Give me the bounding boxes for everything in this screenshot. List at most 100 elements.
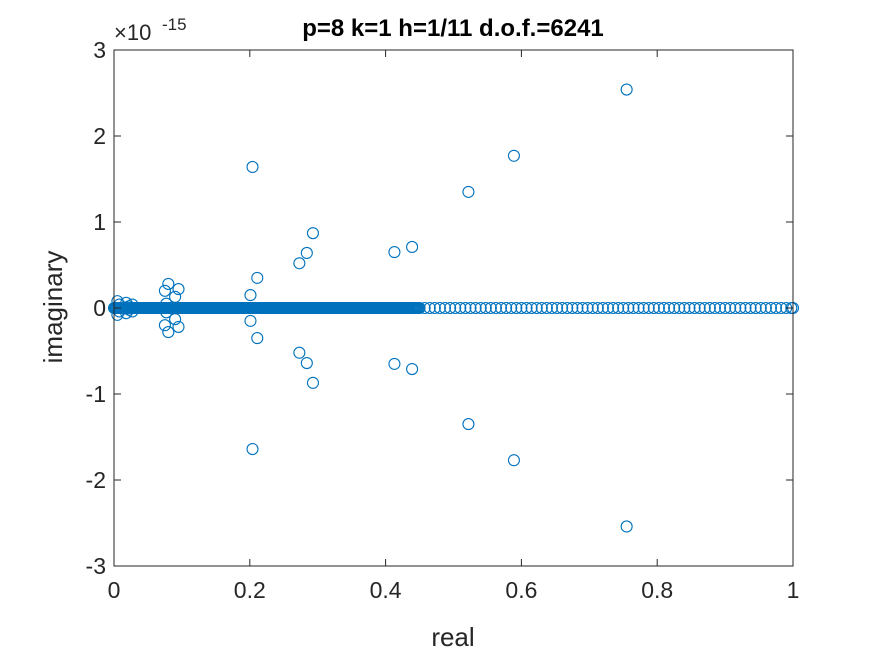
data-point <box>413 301 426 315</box>
data-point <box>627 301 640 315</box>
y-exponent-power: -15 <box>162 15 187 34</box>
data-point <box>769 301 783 315</box>
data-point <box>520 301 533 315</box>
data-point <box>739 301 752 315</box>
data-point <box>724 301 737 315</box>
data-point <box>474 301 487 315</box>
data-point <box>246 160 259 174</box>
data-point <box>388 246 401 259</box>
data-point <box>596 301 609 315</box>
data-point <box>647 301 660 315</box>
chart-title: p=8 k=1 h=1/11 d.o.f.=6241 <box>302 15 604 42</box>
data-point <box>464 301 477 315</box>
y-axis-label: imaginary <box>38 251 68 364</box>
data-point <box>507 454 520 467</box>
data-point <box>251 332 264 345</box>
y-tick-label: -2 <box>86 467 106 493</box>
x-tick-label: 0.4 <box>370 577 402 603</box>
data-point <box>601 301 615 315</box>
data-point <box>591 301 604 315</box>
data-point <box>500 301 513 315</box>
data-point <box>484 301 497 315</box>
data-point <box>515 301 528 315</box>
data-point <box>620 520 633 533</box>
data-point <box>729 301 742 315</box>
y-tick-label: -1 <box>86 381 106 407</box>
data-point <box>158 319 171 332</box>
data-point <box>759 301 772 315</box>
x-tick-label: 0.2 <box>234 577 266 603</box>
data-point <box>764 301 777 315</box>
data-point <box>683 301 696 315</box>
data-point <box>561 301 574 315</box>
data-point <box>306 376 319 389</box>
data-point <box>749 301 762 315</box>
data-point <box>162 326 175 339</box>
data-point <box>632 301 645 315</box>
data-point <box>550 301 564 315</box>
data-point <box>449 301 462 315</box>
data-point <box>734 301 747 315</box>
data-point <box>433 301 446 315</box>
data-point <box>571 301 584 315</box>
data-point <box>489 301 502 315</box>
data-point <box>530 301 543 315</box>
data-point <box>713 301 727 315</box>
x-tick-label: 0.6 <box>505 577 537 603</box>
data-point <box>423 301 436 315</box>
y-tick-label: 0 <box>93 295 106 321</box>
data-point <box>622 301 635 315</box>
data-point <box>507 149 520 162</box>
y-tick-label: 3 <box>93 37 106 63</box>
y-tick-label: 1 <box>93 209 106 235</box>
plot-area <box>107 83 800 533</box>
data-point <box>428 301 441 315</box>
data-point <box>459 301 472 315</box>
data-point <box>246 442 259 456</box>
data-point <box>545 301 559 315</box>
data-point <box>406 240 419 253</box>
data-point <box>293 346 306 359</box>
data-point <box>510 301 523 315</box>
data-point <box>719 301 732 315</box>
data-point <box>607 301 620 315</box>
data-point <box>244 289 257 302</box>
data-point <box>581 301 594 315</box>
data-point <box>668 301 681 315</box>
data-point <box>535 301 548 315</box>
data-point <box>293 257 306 270</box>
data-point <box>678 301 691 315</box>
data-point <box>300 246 313 260</box>
data-point <box>251 271 264 284</box>
y-exponent-base: ×10 <box>114 20 151 45</box>
data-point <box>172 283 185 296</box>
data-point <box>576 301 589 315</box>
data-point <box>469 301 482 315</box>
data-point <box>462 418 475 431</box>
data-point <box>620 83 633 96</box>
x-tick-label: 1 <box>787 577 800 603</box>
data-point <box>388 357 401 370</box>
data-point <box>566 301 579 315</box>
y-tick-label: 2 <box>93 123 106 149</box>
data-point <box>652 301 665 315</box>
axes: 0 0.2 0.4 0.6 0.8 1 -3 -2 -1 0 1 2 3 <box>86 37 800 603</box>
data-point <box>708 301 721 315</box>
data-point <box>637 301 650 315</box>
x-axis-label: real <box>431 622 474 652</box>
data-point <box>617 301 630 315</box>
data-point <box>494 301 508 315</box>
data-point <box>406 363 419 376</box>
data-point <box>673 301 686 315</box>
data-point <box>612 301 625 315</box>
data-point <box>244 314 257 327</box>
data-point <box>744 301 757 315</box>
data-point <box>525 301 538 315</box>
data-point <box>540 301 553 315</box>
data-point <box>162 277 175 290</box>
data-point <box>438 301 452 315</box>
data-point <box>306 227 319 240</box>
data-point <box>642 301 655 315</box>
x-tick-label: 0.8 <box>641 577 673 603</box>
